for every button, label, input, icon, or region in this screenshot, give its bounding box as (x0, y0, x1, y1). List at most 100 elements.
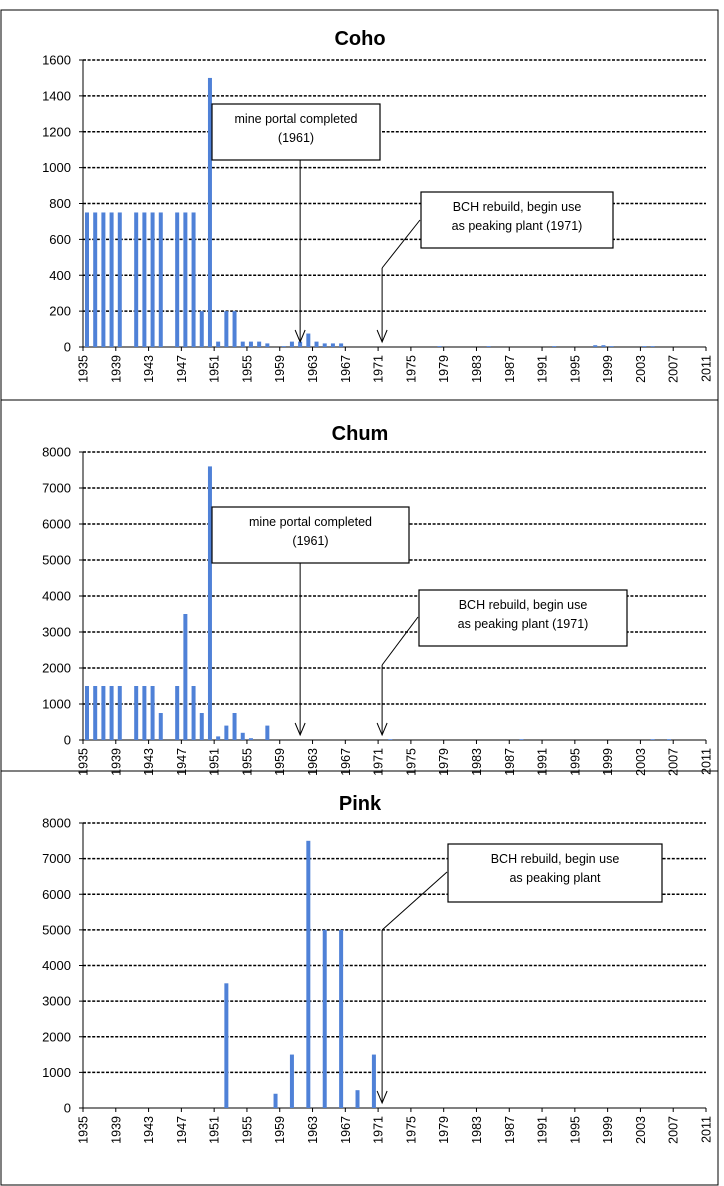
chum-chart-title: Chum (332, 423, 389, 445)
chum-bar (150, 686, 155, 740)
coho-bar (158, 212, 163, 347)
chum-bar (650, 739, 655, 740)
x-tick-label: 1967 (339, 355, 353, 383)
annotation-text: (1961) (292, 534, 328, 548)
x-tick-label: 2011 (700, 748, 714, 775)
x-tick-label: 1947 (175, 355, 189, 383)
coho-bar (486, 346, 491, 347)
chum-bar (232, 713, 237, 740)
annotation-box (420, 191, 614, 249)
x-tick-label: 1979 (437, 355, 451, 383)
annotation-text: BCH rebuild, begin use (453, 200, 582, 214)
annotation-text: mine portal completed (249, 515, 372, 529)
pink-bar (289, 1054, 294, 1108)
x-tick-label: 1979 (437, 1116, 451, 1144)
coho-bar (232, 311, 237, 347)
y-tick-label: 2000 (42, 661, 71, 676)
coho-bar (437, 346, 442, 347)
x-tick-label: 1959 (273, 1116, 287, 1144)
annotation-text: BCH rebuild, begin use (459, 598, 588, 612)
x-tick-label: 2011 (700, 1116, 714, 1143)
chum-bar (175, 686, 180, 740)
y-tick-label: 1000 (42, 160, 71, 175)
coho-bar (339, 343, 344, 347)
annotation-leader (381, 616, 419, 666)
coho-bar (306, 333, 311, 347)
y-tick-label: 800 (49, 196, 71, 211)
x-tick-label: 1955 (240, 1116, 254, 1144)
x-tick-label: 1975 (404, 1116, 418, 1144)
annotation-arrowhead (376, 722, 388, 737)
pink-bar (306, 840, 311, 1108)
x-tick-label: 1935 (77, 748, 91, 776)
chum-bar (183, 614, 188, 740)
x-tick-label: 1995 (568, 748, 582, 776)
coho-bar (601, 345, 606, 347)
coho-bar (281, 346, 286, 347)
chum-bar (117, 686, 122, 740)
pink-bar (322, 929, 327, 1108)
chum-bar (109, 686, 114, 740)
annotation-arrowhead (294, 722, 306, 737)
annotation-text: as peaking plant (509, 871, 601, 885)
x-tick-label: 1963 (306, 1116, 320, 1144)
x-tick-label: 1943 (142, 748, 156, 776)
y-tick-label: 3000 (42, 994, 71, 1009)
y-tick-label: 5000 (42, 922, 71, 937)
annotation-text: mine portal completed (235, 112, 358, 126)
figure-frame (0, 9, 719, 1186)
x-tick-label: 1987 (503, 355, 517, 383)
y-tick-label: 6000 (42, 887, 71, 902)
x-tick-label: 1939 (109, 748, 123, 776)
y-tick-label: 1400 (42, 88, 71, 103)
coho-bar (93, 212, 98, 347)
chum-bar (248, 738, 253, 740)
coho-bar (289, 341, 294, 347)
x-tick-label: 1987 (503, 748, 517, 776)
x-tick-label: 1991 (536, 1116, 550, 1144)
coho-bar (314, 341, 319, 347)
chum-bar (519, 739, 524, 740)
annotation-leader (381, 871, 448, 931)
coho-bar (191, 212, 196, 347)
x-tick-label: 1991 (536, 355, 550, 383)
y-tick-label: 4000 (42, 958, 71, 973)
x-tick-label: 1963 (306, 355, 320, 383)
coho-bar (199, 311, 204, 347)
pink-bar (371, 1054, 376, 1108)
x-tick-label: 1939 (109, 1116, 123, 1144)
coho-bar (142, 212, 147, 347)
y-tick-label: 0 (64, 733, 71, 748)
chum-bar (216, 736, 221, 740)
chum-bar (142, 686, 147, 740)
pink-bar (355, 1090, 360, 1108)
annotation-box (447, 843, 663, 903)
x-tick-label: 1943 (142, 355, 156, 383)
y-tick-label: 7000 (42, 851, 71, 866)
annotation-arrowhead (376, 1090, 388, 1105)
y-tick-label: 7000 (42, 481, 71, 496)
x-tick-label: 1951 (208, 355, 222, 383)
chum-bar (158, 713, 163, 740)
y-tick-label: 6000 (42, 517, 71, 532)
x-tick-label: 2007 (667, 355, 681, 383)
x-tick-label: 1999 (601, 1116, 615, 1144)
y-tick-label: 3000 (42, 625, 71, 640)
chum-bar (224, 725, 229, 740)
x-tick-label: 1975 (404, 355, 418, 383)
x-tick-label: 1951 (208, 748, 222, 776)
x-tick-label: 1939 (109, 355, 123, 383)
coho-bar (183, 212, 188, 347)
chum-bar (134, 686, 139, 740)
coho-bar (224, 311, 229, 347)
coho-bar (650, 346, 655, 347)
coho-bar (101, 212, 106, 347)
coho-bar (609, 346, 614, 347)
coho-bar (552, 346, 557, 347)
y-tick-label: 400 (49, 268, 71, 283)
x-tick-label: 1967 (339, 1116, 353, 1144)
chum-bar (85, 686, 89, 740)
y-tick-label: 8000 (42, 816, 71, 831)
annotation-text: as peaking plant (1971) (458, 617, 589, 631)
